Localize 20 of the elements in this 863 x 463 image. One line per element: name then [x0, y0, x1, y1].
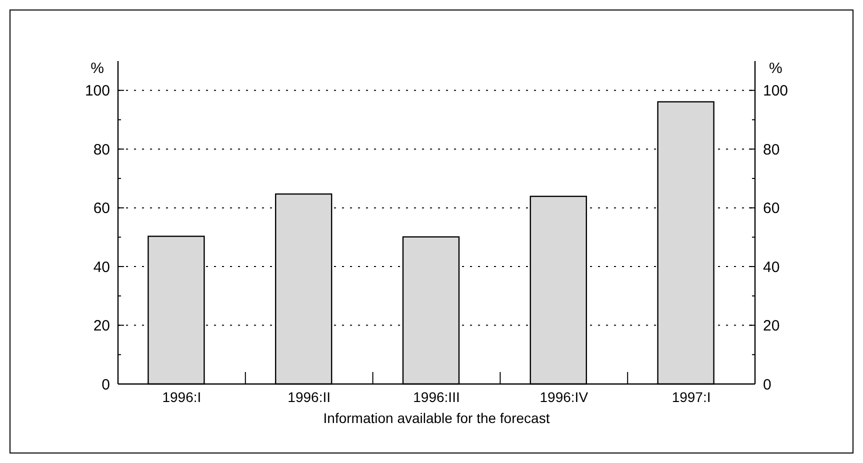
y2-axis-title: % — [769, 60, 782, 77]
y-tick-label: 80 — [93, 141, 110, 158]
y2-tick-label: 80 — [763, 141, 780, 158]
x-tick-label: 1997:I — [672, 389, 711, 405]
x-tick-label: 1996:I — [162, 389, 202, 405]
y-axis-title: % — [90, 60, 104, 77]
x-tick-label: 1996:II — [288, 389, 331, 405]
x-tick-label: 1996:III — [413, 389, 460, 405]
y2-tick-label: 60 — [763, 200, 780, 218]
x-axis-title: Information available for the forecast — [323, 410, 550, 426]
y2-tick-label: 40 — [763, 258, 780, 276]
y-tick-label: 100 — [84, 82, 110, 100]
y2-tick-label: 100 — [763, 82, 788, 100]
y-tick-label: 60 — [93, 200, 110, 218]
y-tick-label: 40 — [93, 258, 110, 276]
y-tick-label: 20 — [93, 318, 110, 335]
x-tick-label: 1996:IV — [540, 389, 589, 405]
y2-tick-label: 0 — [763, 376, 772, 394]
y2-tick-label: 20 — [763, 318, 780, 335]
y-tick-label: 0 — [102, 376, 110, 394]
